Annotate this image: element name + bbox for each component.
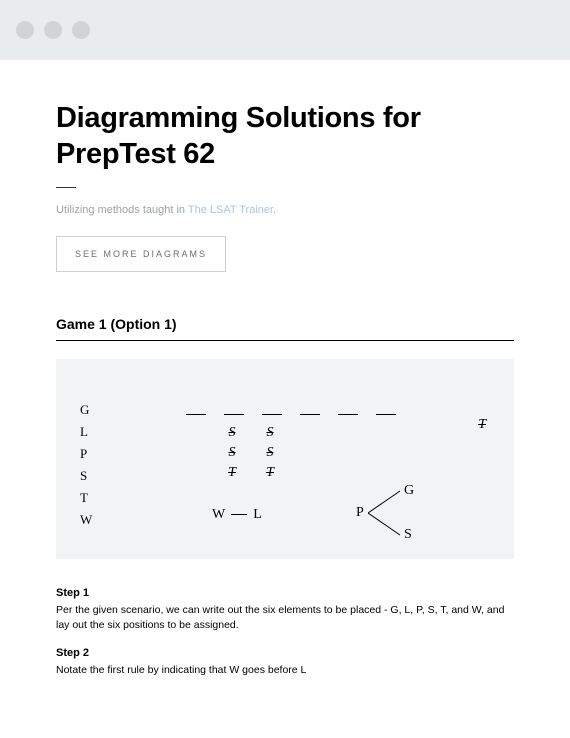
strike-mark-far: [478, 417, 486, 433]
wl-left: W: [212, 507, 225, 523]
strike-mark: [222, 446, 242, 460]
slot: [338, 403, 358, 415]
game-heading-rule: [56, 340, 514, 341]
step-title: Step 2: [56, 647, 514, 659]
position-slots: [186, 403, 396, 415]
step-block: Step 2 Notate the first rule by indicati…: [56, 647, 514, 678]
game-heading: Game 1 (Option 1): [56, 316, 514, 332]
w-before-l-rule: W L: [212, 507, 262, 523]
subtitle-prefix: Utilizing methods taught in: [56, 204, 188, 216]
window-control-dot: [72, 21, 90, 39]
branch-root: P: [356, 505, 364, 521]
branch-lines-icon: [368, 487, 408, 539]
slot: [224, 403, 244, 415]
subtitle: Utilizing methods taught in The LSAT Tra…: [56, 204, 514, 216]
strike-mark: [260, 446, 280, 460]
diagram-panel: G L P S T W: [56, 359, 514, 559]
slot: [262, 403, 282, 415]
element-p: P: [80, 443, 92, 465]
constraint-marks: [222, 423, 280, 483]
window-control-dot: [44, 21, 62, 39]
see-more-diagrams-button[interactable]: SEE MORE DIAGRAMS: [56, 236, 226, 272]
lsat-trainer-link[interactable]: The LSAT Trainer: [188, 204, 273, 216]
title-divider: [56, 187, 76, 188]
slot: [186, 403, 206, 415]
subtitle-suffix: .: [273, 204, 276, 216]
element-s: S: [80, 465, 92, 487]
element-g: G: [80, 399, 92, 421]
slot: [376, 403, 396, 415]
step-title: Step 1: [56, 587, 514, 599]
element-t: T: [80, 487, 92, 509]
element-l: L: [80, 421, 92, 443]
page-content: Diagramming Solutions for PrepTest 62 Ut…: [0, 60, 570, 678]
strike-mark: [260, 466, 280, 480]
strike-mark: [222, 466, 242, 480]
strike-mark: [222, 426, 242, 440]
wl-right: L: [253, 507, 262, 523]
step-block: Step 1 Per the given scenario, we can wr…: [56, 587, 514, 633]
element-w: W: [80, 509, 92, 531]
slot: [300, 403, 320, 415]
window-control-dot: [16, 21, 34, 39]
strike-mark: [260, 426, 280, 440]
element-list: G L P S T W: [80, 399, 92, 531]
step-body: Per the given scenario, we can write out…: [56, 603, 514, 633]
step-body: Notate the first rule by indicating that…: [56, 663, 514, 678]
page-title: Diagramming Solutions for PrepTest 62: [56, 100, 514, 173]
browser-chrome: [0, 0, 570, 60]
wl-dash-icon: [231, 514, 247, 515]
